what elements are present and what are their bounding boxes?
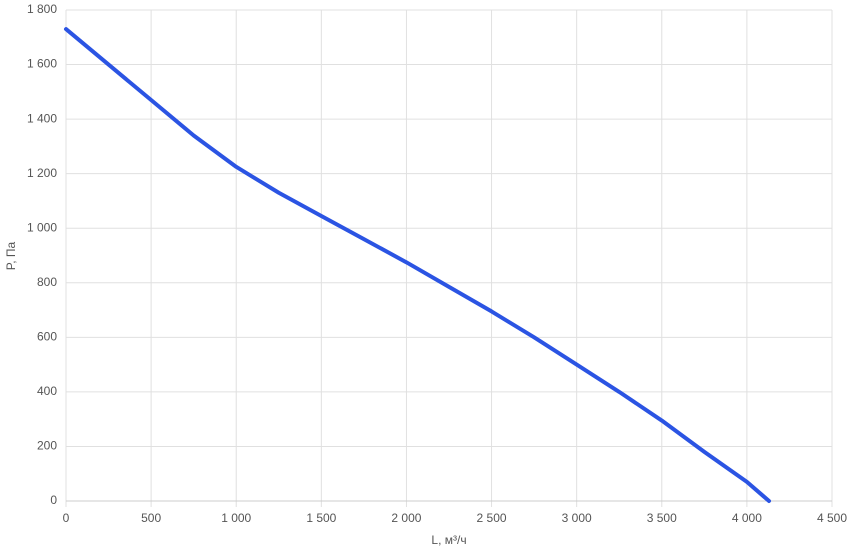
y-tick-label: 1 800	[27, 2, 57, 16]
line-series	[64, 27, 772, 503]
y-axis-label: P, Па	[4, 241, 18, 270]
y-tick-label: 1 200	[27, 166, 57, 180]
x-tick-label: 0	[63, 511, 70, 525]
y-tick-label: 800	[37, 275, 57, 289]
x-tick-label: 3 000	[562, 511, 592, 525]
y-tick-label: 600	[37, 330, 57, 344]
y-tick-label: 1 600	[27, 57, 57, 71]
x-tick-label: 500	[141, 511, 161, 525]
x-tick-label: 1 500	[306, 511, 336, 525]
x-axis-label: L, м³/ч	[431, 533, 466, 547]
y-tick-label: 1 400	[27, 111, 57, 125]
x-tick-label: 4 500	[817, 511, 847, 525]
x-tick-label: 2 500	[477, 511, 507, 525]
x-tick-label: 1 000	[221, 511, 251, 525]
y-tick-label: 200	[37, 439, 57, 453]
y-tick-label: 400	[37, 384, 57, 398]
y-tick-label: 1 000	[27, 220, 57, 234]
x-tick-label: 4 000	[732, 511, 762, 525]
x-tick-label: 2 000	[391, 511, 421, 525]
x-tick-label: 3 500	[647, 511, 677, 525]
y-tick-label: 0	[50, 493, 57, 507]
